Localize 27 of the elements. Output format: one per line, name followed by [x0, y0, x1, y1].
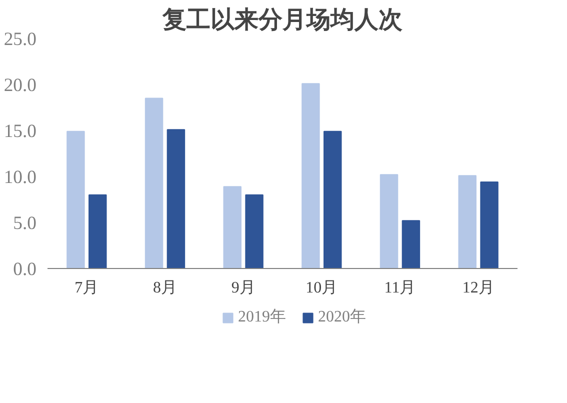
y-tick-label: 10.0: [4, 167, 37, 188]
bar: [88, 194, 107, 268]
bar: [245, 194, 264, 268]
y-tick-label: 5.0: [13, 213, 37, 234]
bar: [480, 182, 498, 268]
x-tick-label: 7月: [74, 280, 99, 296]
x-tick-label: 11月: [384, 280, 416, 296]
y-tick-label: 20.0: [4, 75, 37, 96]
x-tick-label: 12月: [462, 280, 494, 296]
legend-label: 2019年: [238, 308, 286, 328]
legend-label: 2020年: [318, 308, 366, 328]
chart-title: 复工以来分月场均人次: [162, 6, 404, 34]
bar: [144, 98, 164, 268]
x-tick-label: 10月: [306, 280, 338, 296]
bar: [223, 186, 242, 268]
y-tick-label: 25.0: [4, 29, 37, 50]
bar: [324, 130, 342, 268]
bar: [302, 83, 320, 268]
y-tick-label: 15.0: [4, 121, 37, 142]
x-tick-label: 9月: [231, 280, 256, 296]
bar: [380, 174, 398, 268]
y-tick-label: 0.0: [13, 259, 37, 280]
bar: [402, 220, 420, 268]
bar: [66, 130, 85, 268]
bar: [166, 129, 186, 268]
bar: [458, 175, 476, 268]
x-tick-label: 8月: [153, 280, 177, 296]
